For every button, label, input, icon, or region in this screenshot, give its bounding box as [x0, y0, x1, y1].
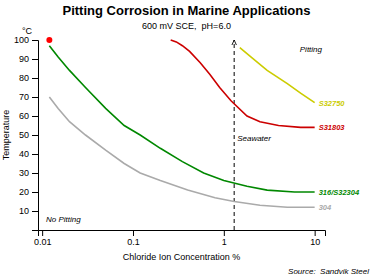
- series-label: S32750: [319, 99, 346, 108]
- series-line: [171, 40, 315, 127]
- marker-point: [46, 37, 52, 43]
- annotation: No Pitting: [46, 215, 81, 224]
- y-tick-mark: [32, 154, 38, 155]
- x-tick-mark: [315, 230, 316, 236]
- y-tick-mark: [32, 116, 38, 117]
- annotation: Pitting: [300, 45, 323, 54]
- y-axis-line: [32, 41, 39, 231]
- subtitle: 600 mV SCE, pH=6.0: [142, 21, 231, 31]
- y-tick-label: 80: [19, 73, 29, 83]
- chart-container: 0.01 0.1 1 10 10 20 30 40 50 60 70 80 90 100 Chloride …: [0, 0, 373, 278]
- x-axis: 0.01 0.1 1 10: [34, 230, 326, 247]
- y-tick: 70: [19, 92, 38, 102]
- title: Pitting Corrosion in Marine Applications: [63, 3, 311, 18]
- y-tick-label: 10: [19, 206, 29, 216]
- x-tick-mark: [133, 230, 134, 236]
- source: Source: Sandvik Steel: [288, 267, 369, 276]
- y-tick: 20: [19, 187, 38, 197]
- marks: [46, 37, 314, 230]
- x-tick: 1: [222, 230, 227, 247]
- x-tick-label: 10: [310, 237, 320, 247]
- y-tick: 80: [19, 73, 38, 83]
- x-tick: 10: [310, 230, 320, 247]
- x-tick-label: 0.01: [34, 237, 52, 247]
- y-tick-mark: [32, 173, 38, 174]
- y-tick-label: 90: [19, 54, 29, 64]
- y-tick-mark: [32, 59, 38, 60]
- y-tick: 30: [19, 168, 38, 178]
- y-tick: 40: [19, 149, 38, 159]
- y-tick-mark: [32, 135, 38, 136]
- series-line: [240, 48, 315, 103]
- y-tick: 60: [19, 111, 38, 121]
- y-axis-unit: °C: [22, 26, 33, 36]
- y-tick-label: 40: [19, 149, 29, 159]
- y-tick-mark: [32, 192, 38, 193]
- y-tick-mark: [32, 97, 38, 98]
- x-tick: 0.1: [127, 230, 140, 247]
- series-line: [49, 46, 314, 192]
- reference-line-label: Seawater: [237, 134, 271, 143]
- series-label: 304: [319, 203, 332, 212]
- y-axis: 10 20 30 40 50 60 70 80 90 100: [14, 35, 39, 230]
- y-tick: 100: [14, 35, 38, 45]
- y-tick-label: 70: [19, 92, 29, 102]
- y-tick-label: 30: [19, 168, 29, 178]
- y-tick-label: 100: [14, 35, 29, 45]
- y-tick-label: 60: [19, 111, 29, 121]
- x-tick-mark: [42, 230, 43, 236]
- y-tick-mark: [32, 211, 38, 212]
- series-label: 316/S32304: [319, 188, 360, 197]
- x-axis-title: Chloride Ion Concentration %: [123, 252, 241, 262]
- x-tick-label: 0.1: [127, 237, 140, 247]
- x-axis-line: [39, 231, 326, 237]
- y-tick: 10: [19, 206, 38, 216]
- x-tick-label: 1: [222, 237, 227, 247]
- series-label: S31803: [319, 123, 346, 132]
- x-tick-mark: [224, 230, 225, 236]
- y-axis-title: Temperature: [1, 110, 11, 161]
- y-tick-label: 50: [19, 130, 29, 140]
- chart-svg: 0.01 0.1 1 10 10 20 30 40 50 60 70 80 90 100 Chloride …: [0, 0, 373, 278]
- y-tick-mark: [32, 40, 38, 41]
- y-tick-label: 20: [19, 187, 29, 197]
- plot: 0.01 0.1 1 10 10 20 30 40 50 60 70 80 90 100 Chloride …: [1, 26, 360, 262]
- x-tick: 0.01: [34, 230, 52, 247]
- series-line: [49, 97, 314, 207]
- y-tick-mark: [32, 78, 38, 79]
- y-tick: 90: [19, 54, 38, 64]
- y-tick: 50: [19, 130, 38, 140]
